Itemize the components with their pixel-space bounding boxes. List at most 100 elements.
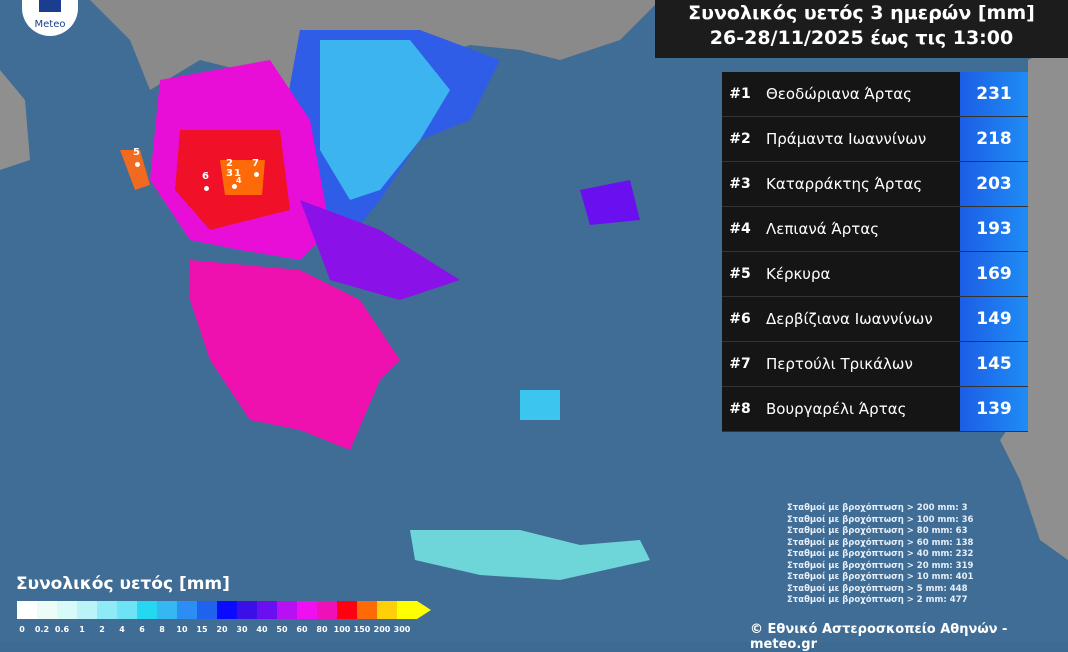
legend-swatch	[237, 601, 257, 619]
legend-tick: 60	[296, 625, 308, 634]
station-name: Βουργαρέλι Άρτας	[758, 387, 960, 431]
legend-swatch	[297, 601, 317, 619]
meteo-logo: Meteo	[22, 0, 78, 36]
legend-swatch	[97, 601, 117, 619]
rain-corfu	[120, 150, 150, 190]
legend-swatch	[337, 601, 357, 619]
land-italy	[0, 70, 30, 170]
rank: #6	[722, 297, 758, 341]
rank: #7	[722, 342, 758, 386]
legend-swatch	[17, 601, 37, 619]
legend-tick: 100	[333, 625, 351, 634]
rain-lesvos	[580, 180, 640, 225]
legend-tick: 0.6	[54, 625, 70, 634]
legend-swatch	[57, 601, 77, 619]
ranking-row: #2 Πράμαντα Ιωαννίνων 218	[722, 117, 1028, 162]
legend-arrow-icon	[417, 601, 431, 619]
station-marker	[204, 186, 209, 191]
legend-swatch	[357, 601, 377, 619]
station-label-4: 4	[236, 176, 242, 185]
station-marker	[135, 162, 140, 167]
legend-swatch	[277, 601, 297, 619]
station-name: Λεπιανά Άρτας	[758, 207, 960, 251]
station-name: Καταρράκτης Άρτας	[758, 162, 960, 206]
legend-tick: 1	[79, 625, 85, 634]
credit: © Εθνικό Αστεροσκοπείο Αθηνών - meteo.gr	[750, 622, 1008, 652]
rank: #8	[722, 387, 758, 431]
legend-tick: 8	[159, 625, 165, 634]
legend-colorbar	[17, 601, 431, 619]
legend-tick: 50	[276, 625, 288, 634]
rain-central-purple	[300, 200, 460, 300]
rainfall-value: 231	[960, 72, 1028, 116]
station-name: Κέρκυρα	[758, 252, 960, 296]
stat-line: Σταθμοί με βροχόπτωση > 200 mm: 3	[787, 503, 968, 513]
legend-swatch	[77, 601, 97, 619]
legend-tick: 15	[196, 625, 208, 634]
legend-swatch	[117, 601, 137, 619]
legend-swatch	[397, 601, 417, 619]
stat-line: Σταθμοί με βροχόπτωση > 80 mm: 63	[787, 526, 968, 536]
legend-tick: 0.2	[34, 625, 50, 634]
rainfall-value: 203	[960, 162, 1028, 206]
legend-swatch	[257, 601, 277, 619]
legend-swatch	[37, 601, 57, 619]
station-label-1: 1	[234, 168, 241, 179]
rank: #5	[722, 252, 758, 296]
legend-swatch	[317, 601, 337, 619]
legend-tick: 4	[119, 625, 125, 634]
rainfall-value: 193	[960, 207, 1028, 251]
ranking-row: #8 Βουργαρέλι Άρτας 139	[722, 387, 1028, 432]
ranking-row: #5 Κέρκυρα 169	[722, 252, 1028, 297]
stat-line: Σταθμοί με βροχόπτωση > 40 mm: 232	[787, 549, 974, 559]
station-label-7: 7	[252, 158, 259, 169]
station-label-3: 3	[226, 168, 233, 179]
ranking-row: #1 Θεοδώριανα Άρτας 231	[722, 72, 1028, 117]
station-name: Δερβίζιανα Ιωαννίνων	[758, 297, 960, 341]
rain-epirus-orange	[220, 160, 265, 195]
rank: #3	[722, 162, 758, 206]
legend-tick: 200	[373, 625, 391, 634]
map-title: Συνολικός υετός 3 ημερών [mm] 26-28/11/2…	[655, 0, 1068, 58]
rain-north-cyan	[320, 40, 450, 200]
stat-line: Σταθμοί με βροχόπτωση > 2 mm: 477	[787, 595, 968, 605]
legend-tick: 300	[393, 625, 411, 634]
legend-swatch	[137, 601, 157, 619]
legend-tick: 20	[216, 625, 228, 634]
rainfall-value: 149	[960, 297, 1028, 341]
ranking-row: #7 Περτούλι Τρικάλων 145	[722, 342, 1028, 387]
station-marker	[232, 184, 237, 189]
rain-crete	[410, 530, 650, 580]
rain-peloponnese	[190, 260, 400, 450]
legend-tick: 40	[256, 625, 268, 634]
rainfall-value: 139	[960, 387, 1028, 431]
station-marker	[254, 172, 259, 177]
legend-tick: 6	[139, 625, 145, 634]
legend-tick: 2	[99, 625, 105, 634]
legend-title: Συνολικός υετός [mm]	[16, 574, 230, 594]
logo-text: Meteo	[34, 19, 66, 30]
rainfall-value: 169	[960, 252, 1028, 296]
legend-swatch	[157, 601, 177, 619]
rainfall-value: 218	[960, 117, 1028, 161]
stat-line: Σταθμοί με βροχόπτωση > 100 mm: 36	[787, 514, 974, 525]
rain-aegean-islands	[520, 390, 560, 420]
title-line-2: 26-28/11/2025 έως τις 13:00	[709, 27, 1014, 49]
rainfall-value: 145	[960, 342, 1028, 386]
stat-line: Σταθμοί με βροχόπτωση > 5 mm: 448	[787, 583, 968, 594]
stat-line: Σταθμοί με βροχόπτωση > 60 mm: 138	[787, 537, 974, 548]
rank: #2	[722, 117, 758, 161]
land-balkans	[90, 0, 660, 120]
station-label-2: 2	[226, 158, 233, 169]
ranking-row: #6 Δερβίζιανα Ιωαννίνων 149	[722, 297, 1028, 342]
legend-swatch	[197, 601, 217, 619]
legend-tick: 0	[19, 625, 25, 634]
legend-tick: 30	[236, 625, 248, 634]
stat-line: Σταθμοί με βροχόπτωση > 20 mm: 319	[787, 560, 974, 571]
station-label-5: 5	[133, 147, 140, 158]
legend-swatch	[177, 601, 197, 619]
legend-tick: 10	[176, 625, 188, 634]
logo-mark-icon	[39, 0, 61, 12]
station-stats: Σταθμοί με βροχόπτωση > 200 mm: 3 Σταθμοί…	[787, 503, 973, 607]
legend-ticks: 0 0.2 0.6 1 2 4 6 8 10 15 20 30 40 50 60 80 100 150 200 300	[12, 625, 412, 634]
